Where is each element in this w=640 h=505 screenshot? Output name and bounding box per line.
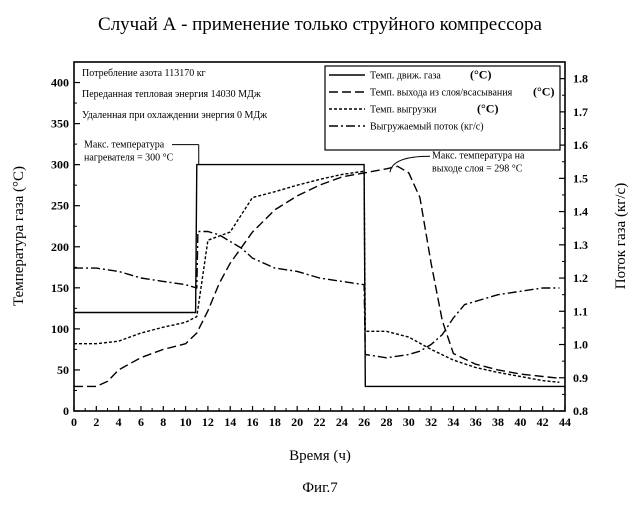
series-line-4 xyxy=(74,232,559,358)
y-left-axis: 0 50 100 150 200 250 300 350 400 xyxy=(51,62,80,418)
x-axis-label: Время (ч) xyxy=(289,448,351,464)
y-left-tick-label: 50 xyxy=(57,363,69,377)
legend-label: Выгружаемый поток (кг/с) xyxy=(370,122,484,133)
annotation-text: нагревателя = 300 °C xyxy=(84,153,174,164)
legend-unit: (°C) xyxy=(470,68,491,82)
annotation-text: выходе слоя = 298 °C xyxy=(432,163,523,174)
chart-root: Случай А - применение только струйного к… xyxy=(0,0,640,500)
y-left-tick-label: 100 xyxy=(51,322,69,336)
series-line-1 xyxy=(74,165,565,387)
y-right-tick-label: 1.1 xyxy=(573,304,588,318)
x-tick-label: 16 xyxy=(247,415,259,429)
x-tick-label: 18 xyxy=(269,415,281,429)
y-right-tick-label: 1.7 xyxy=(573,105,588,119)
x-tick-label: 20 xyxy=(291,415,303,429)
y-right-tick-label: 0.8 xyxy=(573,404,588,418)
info-line: Удаленная при охлаждении энергия 0 МДж xyxy=(82,110,267,121)
y-left-tick-label: 350 xyxy=(51,117,69,131)
y-left-tick-label: 250 xyxy=(51,199,69,213)
y-right-axis-label: Поток газа (кг/с) xyxy=(613,183,629,289)
series-line-2 xyxy=(74,166,559,386)
y-left-tick-label: 200 xyxy=(51,240,69,254)
x-tick-label: 6 xyxy=(138,415,144,429)
annotation-text: Макс. температура xyxy=(84,140,165,151)
annotation-text: Макс. температура на xyxy=(432,150,525,161)
y-left-tick-label: 0 xyxy=(63,404,69,418)
x-tick-label: 10 xyxy=(180,415,192,429)
x-tick-label: 14 xyxy=(224,415,236,429)
x-tick-label: 12 xyxy=(202,415,214,429)
x-tick-label: 28 xyxy=(380,415,392,429)
x-tick-label: 22 xyxy=(314,415,326,429)
info-box: Потребление азота 113170 кг Переданная т… xyxy=(82,68,267,121)
info-line: Переданная тепловая энергия 14030 МДж xyxy=(82,89,261,100)
y-right-tick-label: 1.5 xyxy=(573,171,588,185)
y-right-tick-label: 0.9 xyxy=(573,371,588,385)
x-tick-label: 4 xyxy=(116,415,122,429)
annotation-leader xyxy=(390,156,430,172)
info-line: Потребление азота 113170 кг xyxy=(82,68,206,79)
x-tick-label: 24 xyxy=(336,415,348,429)
y-left-tick-label: 150 xyxy=(51,281,69,295)
x-axis: 0246810121416182022242628303234363840424… xyxy=(71,406,571,429)
y-left-axis-label: Температура газа (°C) xyxy=(11,166,27,306)
x-tick-label: 34 xyxy=(447,415,459,429)
legend-unit: (°C) xyxy=(533,85,554,99)
series-layer xyxy=(74,165,565,387)
figure-caption: Фиг.7 xyxy=(302,480,338,496)
x-tick-label: 42 xyxy=(537,415,549,429)
y-right-tick-label: 1.3 xyxy=(573,238,588,252)
x-tick-label: 0 xyxy=(71,415,77,429)
x-tick-label: 2 xyxy=(93,415,99,429)
legend-label: Темп. выхода из слоя/всасывания xyxy=(370,88,513,99)
legend-label: Темп. выгрузки xyxy=(370,105,437,116)
chart-svg: Случай А - применение только струйного к… xyxy=(0,0,640,500)
legend-label: Темп. движ. газа xyxy=(370,71,441,82)
chart-title: Случай А - применение только струйного к… xyxy=(98,14,542,35)
y-right-axis: 0.8 0.9 1.0 1.1 1.2 1.3 1.4 1.5 1.6 1.7 1.8 xyxy=(559,62,588,418)
x-tick-label: 36 xyxy=(470,415,482,429)
y-right-tick-label: 1.8 xyxy=(573,72,588,86)
x-tick-label: 32 xyxy=(425,415,437,429)
x-tick-label: 40 xyxy=(514,415,526,429)
legend-unit: (°C) xyxy=(477,102,498,116)
y-right-tick-label: 1.4 xyxy=(573,205,588,219)
y-left-tick-label: 400 xyxy=(51,76,69,90)
y-right-tick-label: 1.0 xyxy=(573,338,588,352)
y-right-tick-label: 1.2 xyxy=(573,271,588,285)
x-tick-label: 30 xyxy=(403,415,415,429)
x-tick-label: 44 xyxy=(559,415,571,429)
legend-box xyxy=(325,66,560,150)
y-left-tick-label: 300 xyxy=(51,158,69,172)
x-tick-label: 26 xyxy=(358,415,370,429)
x-tick-label: 38 xyxy=(492,415,504,429)
x-tick-label: 8 xyxy=(160,415,166,429)
y-right-tick-label: 1.6 xyxy=(573,138,588,152)
